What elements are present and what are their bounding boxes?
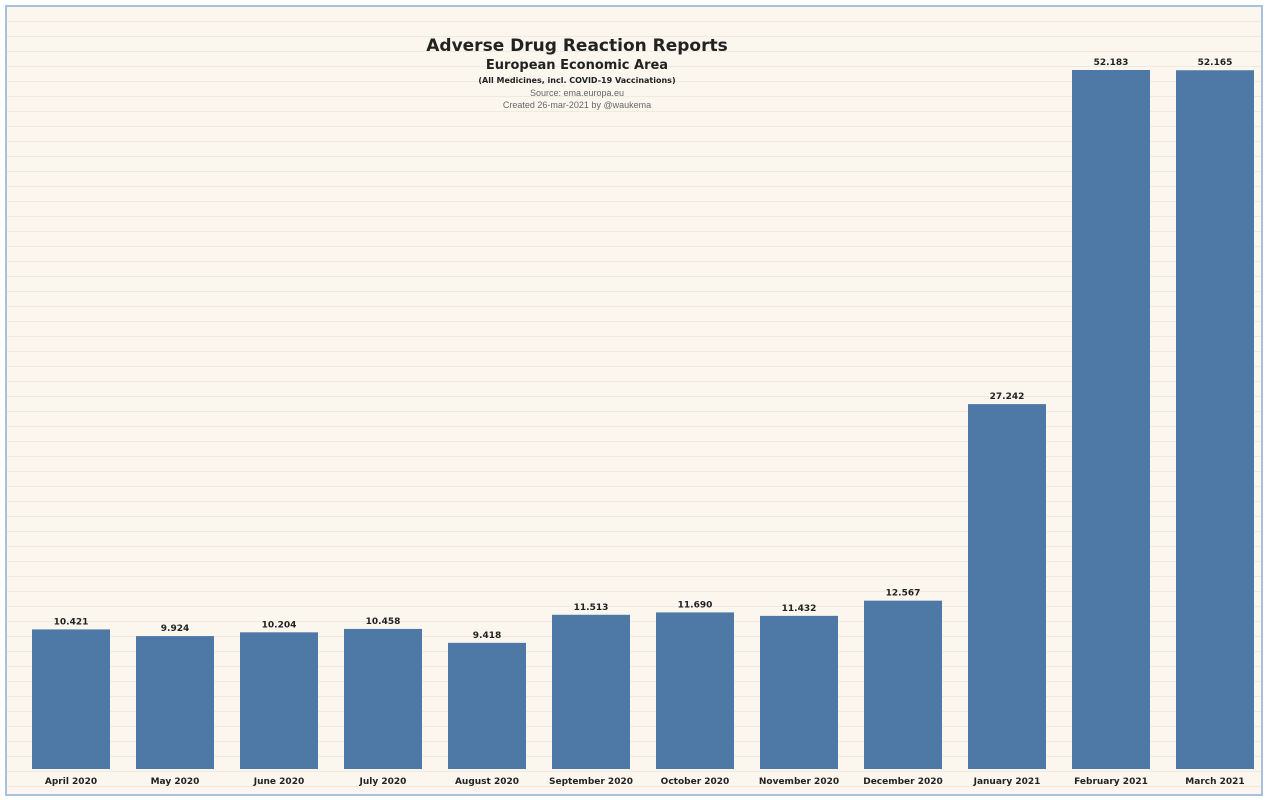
category-label-5: September 2020 [549,777,633,787]
bar-1 [136,636,214,769]
bar-5 [552,614,630,769]
category-label-1: May 2020 [151,777,200,787]
value-label-5: 11.513 [574,603,609,613]
category-label-7: November 2020 [759,777,839,787]
bar-10 [1072,70,1150,769]
bar-chart: 10.421 April 2020 9.924 May 2020 10.204 June … [32,58,1254,787]
value-label-9: 27.242 [990,392,1025,402]
bar-8 [864,600,942,769]
bar-6 [656,612,734,769]
value-label-4: 9.418 [473,631,501,641]
category-label-11: March 2021 [1185,777,1244,787]
chart-source: Source: ema.europa.eu [529,88,625,98]
chart-title: Adverse Drug Reaction Reports [426,36,728,56]
category-label-8: December 2020 [863,777,943,787]
chart-frame: Adverse Drug Reaction Reports European E… [5,5,1263,796]
chart-created: Created 26-mar-2021 by @waukema [502,100,652,110]
value-label-7: 11.432 [782,604,817,614]
category-label-0: April 2020 [45,777,97,787]
bar-0 [32,629,110,769]
category-label-10: February 2021 [1074,777,1148,787]
value-label-3: 10.458 [366,617,401,627]
value-label-8: 12.567 [886,589,921,599]
category-label-6: October 2020 [661,777,730,787]
chart-subtitle: European Economic Area [485,58,669,73]
category-label-9: January 2021 [973,777,1041,787]
bar-9 [968,404,1046,769]
chart-title-block: Adverse Drug Reaction Reports European E… [7,35,1147,111]
category-label-4: August 2020 [455,777,519,787]
value-label-1: 9.924 [161,624,189,634]
value-label-2: 10.204 [262,620,297,630]
category-label-2: June 2020 [253,777,304,787]
bar-2 [240,632,318,769]
bar-11 [1176,70,1254,770]
bar-7 [760,615,838,769]
category-label-3: July 2020 [359,777,407,787]
value-label-0: 10.421 [54,617,89,627]
value-label-11: 52.165 [1198,58,1233,68]
value-label-6: 11.690 [678,600,713,610]
chart-note: (All Medicines, incl. COVID-19 Vaccinati… [478,76,676,85]
bar-3 [344,628,422,769]
value-label-10: 52.183 [1094,58,1129,68]
bar-4 [448,642,526,769]
